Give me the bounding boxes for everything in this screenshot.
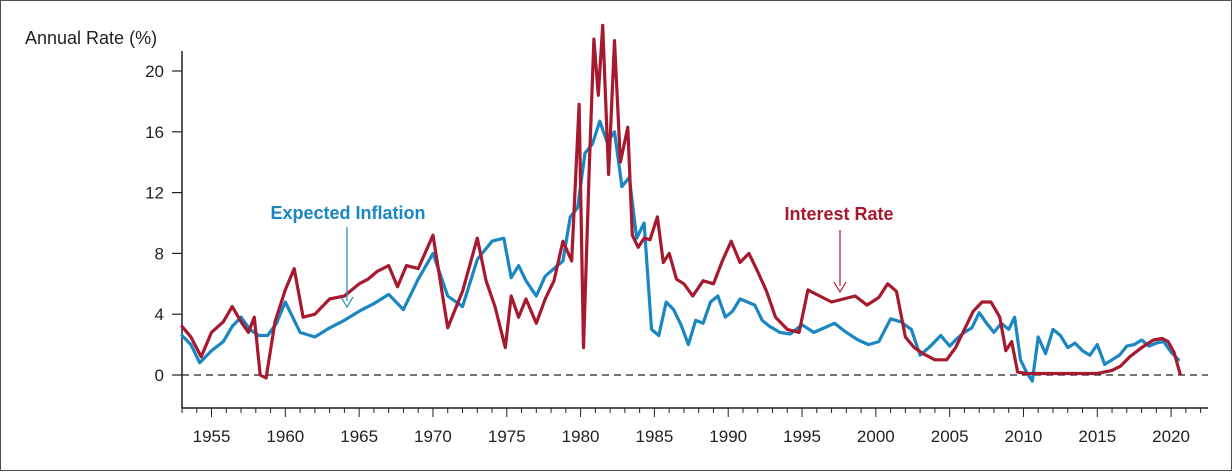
- x-tick-label: 1965: [340, 427, 378, 446]
- x-tick-label: 1955: [193, 427, 231, 446]
- x-tick-label: 2000: [857, 427, 895, 446]
- y-tick-label: 8: [155, 244, 164, 263]
- x-tick-label: 1975: [488, 427, 526, 446]
- annotation-interest-rate: Interest Rate: [784, 204, 893, 224]
- y-tick-label: 0: [155, 366, 164, 385]
- x-tick-label: 1990: [709, 427, 747, 446]
- x-tick-label: 2010: [1005, 427, 1043, 446]
- x-tick-label: 2005: [931, 427, 969, 446]
- x-tick-label: 1960: [266, 427, 304, 446]
- x-tick-label: 1970: [414, 427, 452, 446]
- y-tick-label: 12: [145, 184, 164, 203]
- y-axis-label: Annual Rate (%): [25, 28, 157, 48]
- y-tick-label: 16: [145, 123, 164, 142]
- x-tick-label: 1985: [635, 427, 673, 446]
- annotation-arrowhead-expected-inflation: [340, 296, 354, 309]
- x-tick-label: 1980: [562, 427, 600, 446]
- x-tick-label: 1995: [783, 427, 821, 446]
- series-line-expected-inflation: [180, 119, 1181, 383]
- series-line-interest-rate: [180, 23, 1182, 380]
- annotation-expected-inflation: Expected Inflation: [270, 203, 425, 223]
- y-tick-label: 4: [155, 305, 164, 324]
- x-tick-label: 2015: [1078, 427, 1116, 446]
- x-tick-label: 2020: [1152, 427, 1190, 446]
- y-tick-label: 20: [145, 62, 164, 81]
- annotation-arrowhead-interest-rate: [833, 281, 847, 294]
